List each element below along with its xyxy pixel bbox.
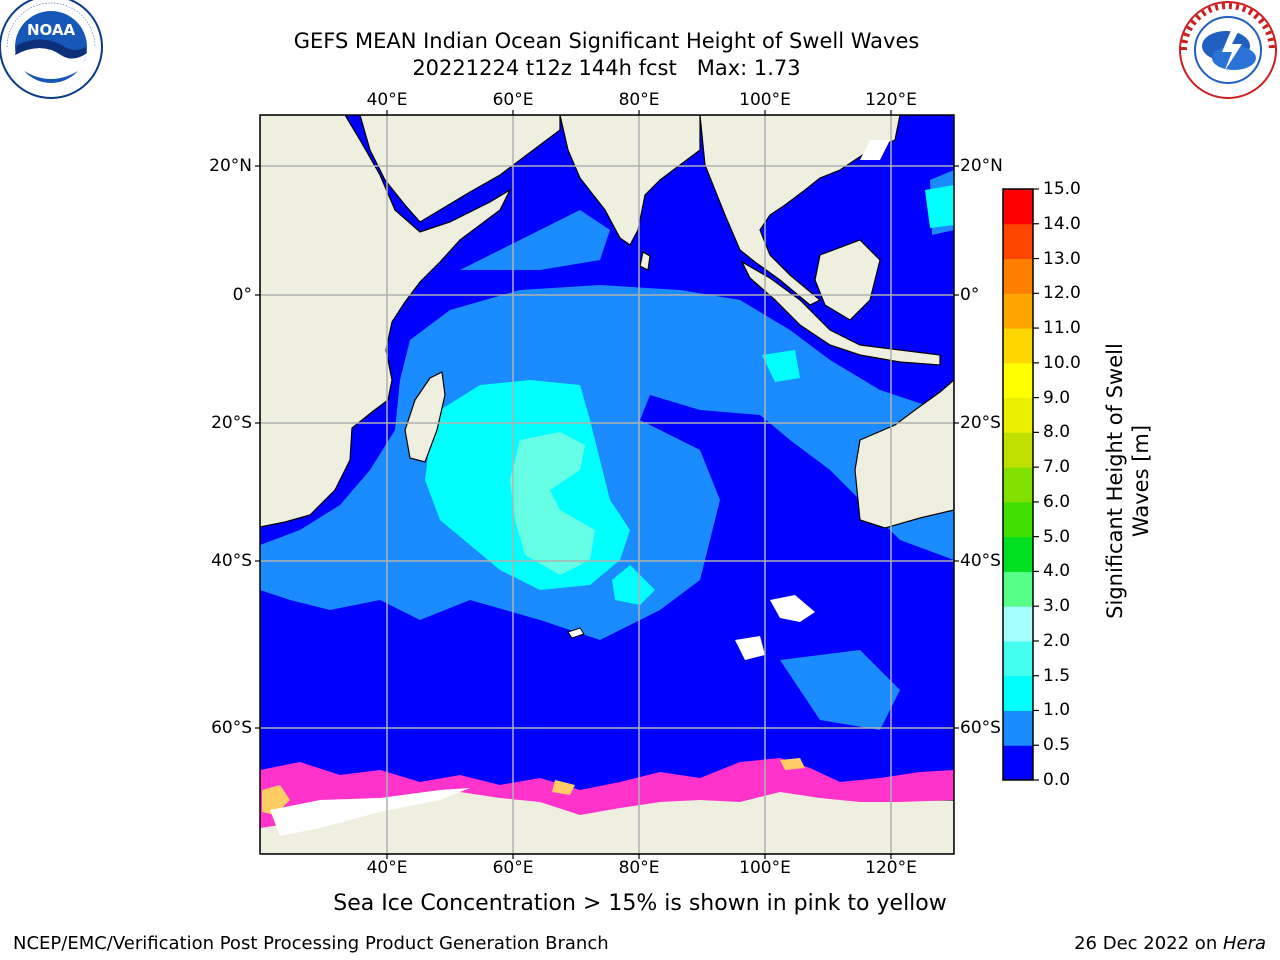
swell-band-0.5-1.0-north: [460, 210, 610, 270]
land-madagascar: [404, 371, 446, 463]
lat-label-left: 60°S: [211, 718, 252, 738]
lat-label-right: 20°N: [960, 156, 1003, 176]
colorbar-tick-label: 13.0: [1043, 248, 1081, 269]
lat-label-right: 0°: [960, 285, 980, 305]
lat-label-right: 20°S: [960, 413, 1001, 433]
footer-date: 26 Dec 2022 on Hera: [1074, 933, 1266, 955]
colorbar-tick-label: 8.0: [1043, 422, 1071, 443]
swell-band-1.0-1.5-south: [612, 565, 655, 605]
colorbar-tick-label: 12.0: [1043, 283, 1081, 304]
swell-band-1.5-2.0: [510, 432, 595, 575]
chart-subtitle: 20221224 t12z 144h fcst Max: 1.73: [412, 56, 801, 80]
lat-label-left: 40°S: [211, 551, 252, 571]
lat-label-right: 60°S: [960, 718, 1001, 738]
lon-label-bottom: 60°E: [492, 858, 534, 878]
lon-label-bottom: 120°E: [865, 858, 917, 878]
land-sumatra-java: [740, 260, 941, 366]
footer-credit: NCEP/EMC/Verification Post Processing Pr…: [13, 933, 609, 954]
footer-host: Hera: [1222, 933, 1266, 954]
swell-band-1.0-1.5-ne: [925, 185, 954, 228]
land-arabia: [359, 115, 561, 223]
colorbar-tick-label: 4.0: [1043, 561, 1071, 582]
lat-label-right: 40°S: [960, 551, 1001, 571]
colorbar-tick-label: 9.0: [1043, 387, 1071, 408]
land-borneo: [814, 239, 881, 321]
colorbar-tick-label: 15.0: [1043, 179, 1081, 199]
colorbar-tick-label: 1.0: [1043, 700, 1071, 721]
colorbar-tick-label: 0.0: [1043, 770, 1071, 790]
map-ticks: [255, 110, 959, 859]
colorbar-tick-label: 6.0: [1043, 491, 1071, 512]
land-australia: [854, 379, 954, 529]
white-patch-2: [735, 636, 765, 660]
lon-label-bottom: 80°E: [618, 858, 660, 878]
lat-label-left: 0°: [232, 285, 252, 305]
white-patch-3: [860, 140, 890, 160]
swell-band-0.5-1.0-se: [780, 650, 900, 730]
land-southeast-asia: [699, 115, 901, 306]
colorbar-tick-label: 3.0: [1043, 596, 1071, 617]
colorbar-tick-label: 0.5: [1043, 735, 1071, 756]
land-india: [559, 115, 701, 246]
colorbar-tick-label: 10.0: [1043, 352, 1081, 373]
lat-label-left: 20°N: [209, 156, 252, 176]
lat-label-left: 20°S: [211, 413, 252, 433]
colorbar-tick-label: 11.0: [1043, 318, 1081, 339]
lon-label-top: 40°E: [366, 90, 408, 110]
sea-ice-caption: Sea Ice Concentration > 15% is shown in …: [333, 891, 947, 916]
antarctic-white: [270, 788, 470, 836]
lon-label-bottom: 100°E: [739, 858, 791, 878]
chart-title: GEFS MEAN Indian Ocean Significant Heigh…: [293, 29, 920, 53]
land-sri-lanka: [639, 251, 651, 271]
land-africa: [260, 115, 512, 528]
lon-label-top: 60°E: [492, 90, 534, 110]
lon-label-top: 120°E: [865, 90, 917, 110]
colorbar-tick-label: 5.0: [1043, 526, 1071, 547]
white-patch-1: [770, 595, 815, 622]
lon-label-top: 100°E: [739, 90, 791, 110]
map-frame: [259, 114, 955, 855]
footer-date-text: 26 Dec 2022 on: [1074, 933, 1223, 954]
lon-label-bottom: 40°E: [366, 858, 408, 878]
swell-band-1.0-1.5-east: [762, 350, 800, 382]
colorbar-tick-label: 2.0: [1043, 630, 1071, 651]
colorbar-title: Significant Height of Swell Waves [m]: [1103, 343, 1153, 619]
colorbar-tick-label: 1.5: [1043, 665, 1071, 686]
lon-label-top: 80°E: [618, 90, 660, 110]
colorbar-tick-label: 7.0: [1043, 457, 1071, 478]
sea-ice-band: [260, 758, 954, 828]
map-grid: [260, 115, 954, 854]
land-kerguelen: [567, 627, 585, 639]
colorbar-tick-label: 14.0: [1043, 213, 1081, 234]
